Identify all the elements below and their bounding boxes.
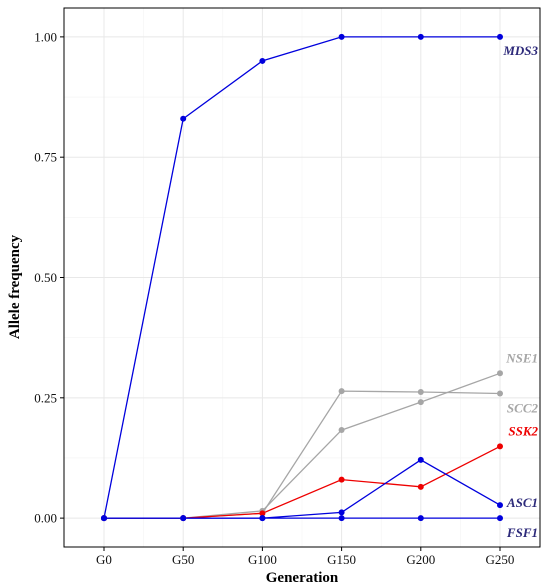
- x-tick-label: G50: [172, 552, 194, 567]
- x-tick-label: G150: [327, 552, 356, 567]
- data-point-nse1: [338, 427, 345, 434]
- y-tick-label: 0.25: [34, 390, 57, 405]
- data-point-ssk2: [338, 476, 345, 483]
- series-lines: [103, 36, 501, 519]
- data-point-ssk2: [497, 443, 503, 450]
- grid: [64, 8, 540, 547]
- x-axis-title: Generation: [266, 570, 339, 586]
- data-point-fsf1: [417, 515, 424, 522]
- data-point-mds3: [417, 33, 424, 40]
- data-point-scc2: [497, 390, 503, 397]
- data-point-ssk2: [259, 510, 266, 517]
- data-point-asc1: [497, 502, 503, 509]
- series-label-mds3: MDS3: [502, 43, 538, 58]
- data-point-scc2: [338, 388, 345, 395]
- y-axis-title: Allele frequency: [7, 234, 23, 339]
- data-point-mds3: [338, 33, 345, 40]
- data-point-scc2: [417, 389, 424, 396]
- series-label-asc1: ASC1: [506, 495, 538, 510]
- series-label-nse1: NSE1: [505, 350, 538, 365]
- data-point-nse1: [417, 399, 424, 406]
- y-tick-label: 0.50: [34, 270, 57, 285]
- data-point-mds3: [259, 57, 266, 64]
- series-line-mds3: [103, 36, 500, 519]
- x-axis-ticks: G0 G50 G100 G150 G200 G250: [96, 547, 514, 567]
- y-tick-label: 0.75: [34, 150, 57, 165]
- data-point-fsf1: [101, 515, 107, 522]
- x-tick-label: G250: [486, 552, 515, 567]
- series-points: [101, 33, 503, 522]
- x-tick-label: G100: [248, 552, 277, 567]
- y-tick-label: 1.00: [34, 29, 57, 44]
- series-label-scc2: SCC2: [507, 400, 539, 415]
- data-point-asc1: [417, 456, 424, 463]
- data-point-nse1: [497, 370, 503, 377]
- data-point-fsf1: [497, 515, 503, 522]
- data-point-fsf1: [180, 515, 187, 522]
- y-axis-ticks: 0.00 0.25 0.50 0.75 1.00: [34, 29, 64, 526]
- x-tick-label: G200: [406, 552, 435, 567]
- y-tick-label: 0.00: [34, 511, 57, 526]
- x-tick-label: G0: [96, 552, 112, 567]
- series-labels: MDS3 NSE1 SCC2 SSK2 ASC1 FSF1: [502, 43, 538, 540]
- data-point-ssk2: [417, 483, 424, 490]
- data-point-asc1: [338, 509, 345, 516]
- data-point-fsf1: [259, 515, 266, 522]
- series-label-ssk2: SSK2: [508, 423, 538, 438]
- data-point-mds3: [180, 115, 187, 122]
- series-label-fsf1: FSF1: [506, 525, 538, 540]
- data-point-fsf1: [338, 515, 345, 522]
- data-point-mds3: [497, 33, 503, 40]
